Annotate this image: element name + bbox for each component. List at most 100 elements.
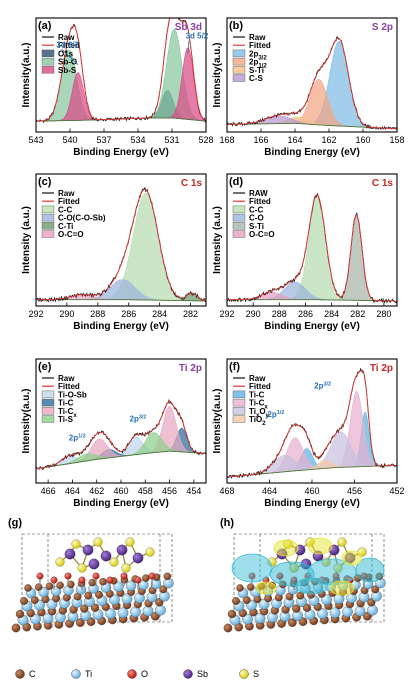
x-tick-label: 284	[324, 309, 339, 319]
sulfur-atom	[145, 547, 155, 557]
carbon-atom	[292, 604, 301, 613]
chart-panel-e: 466 464 462 460 458 456 454 Binding Energy (eV)…	[21, 358, 207, 509]
panel-label: (f)	[229, 361, 240, 373]
peak-annotation: 2p1/2	[69, 433, 86, 442]
x-tick-label: 543	[28, 135, 43, 145]
charge-density-isosurface	[231, 553, 273, 583]
carbon-atom	[24, 584, 32, 592]
x-tick-label: 160	[355, 135, 370, 145]
antimony-atom	[100, 550, 112, 562]
legend-entry: Ti-O-Sb	[58, 390, 87, 399]
legend-color-swatch	[232, 205, 246, 214]
annotation-part: 2p	[69, 433, 78, 442]
x-tick-label: 290	[246, 309, 261, 319]
core-level-label: S 2p	[372, 22, 393, 33]
carbon-atom	[45, 582, 54, 590]
x-tick-label: 460	[113, 486, 128, 496]
annotation-arrow	[61, 49, 79, 65]
carbon-atom	[287, 618, 297, 627]
legend-entry: Sb-S	[58, 66, 77, 75]
antimony-atom	[64, 548, 76, 560]
legend-entry: 2p3/2	[249, 49, 267, 61]
x-tick-label: 290	[59, 309, 74, 319]
carbon-atom	[75, 618, 85, 627]
plot-area	[36, 398, 206, 470]
legend-entry: TixOy	[249, 407, 270, 419]
oxygen-atom	[50, 576, 58, 584]
oxygen-atom	[148, 572, 156, 580]
legend-entry: C-Ti	[58, 222, 73, 231]
carbon-atom	[99, 577, 107, 586]
oxygen-atom	[78, 576, 86, 584]
legend-entry: O-C=O	[58, 230, 84, 239]
titanium-atom	[317, 608, 328, 620]
x-tick-label: 158	[389, 135, 404, 145]
element-swatch-sb	[183, 669, 193, 679]
legend-entry: C-C	[58, 205, 72, 214]
annotation-part: 3/2	[323, 382, 331, 388]
x-tick-label: 531	[164, 135, 179, 145]
legend-entry: S-Ti	[249, 222, 264, 231]
carbon-atom	[371, 585, 380, 594]
sulfur-atom	[109, 557, 119, 567]
charge-density-isosurface	[295, 577, 329, 595]
oxygen-atom	[64, 572, 72, 580]
carbon-atom	[11, 623, 21, 633]
carbon-atom	[236, 584, 244, 592]
oxygen-atom	[92, 572, 100, 580]
element-swatch-c	[15, 669, 25, 679]
annotation-part: 1/2	[78, 433, 86, 439]
sulfur-atom	[125, 537, 135, 547]
legend-entry-part: TiO	[249, 415, 262, 424]
y-axis-title: Intensity (a.u.)	[212, 206, 223, 274]
plot-area	[227, 192, 397, 304]
plot-area	[36, 18, 206, 124]
titanium-atom	[367, 604, 378, 616]
x-tick-label: 464	[262, 486, 277, 496]
legend-entry: Sb-O	[58, 58, 77, 67]
legend-entry-part: 2	[262, 421, 266, 427]
annotation-part: 2p	[314, 382, 323, 391]
annotation-part: 3/2	[139, 415, 147, 421]
x-axis-title: Binding Energy (eV)	[73, 321, 169, 332]
background-line	[36, 299, 206, 302]
carbon-atom	[142, 574, 150, 582]
legend-color-swatch	[41, 205, 55, 214]
fitted-line	[36, 188, 206, 302]
legend-entry: S-Ti	[249, 66, 264, 75]
legend-entry-part: 2p	[249, 49, 258, 58]
structure-panel-h: (h)	[220, 517, 386, 633]
titanium-atom	[121, 593, 133, 605]
legend-entry: C-C	[249, 205, 263, 214]
carbon-atom	[67, 580, 75, 589]
y-axis-title: Intensity(a.u.)	[212, 388, 223, 453]
x-tick-label: 280	[376, 309, 391, 319]
core-level-label: C 1s	[181, 178, 203, 189]
x-tick-label: 282	[183, 309, 198, 319]
x-axis-title: Binding Energy (eV)	[264, 147, 360, 158]
fitted-line	[227, 194, 397, 302]
legend-color-swatch	[41, 49, 55, 58]
carbon-atom	[84, 591, 93, 600]
x-tick-label: 462	[89, 486, 104, 496]
x-tick-label: 466	[41, 486, 56, 496]
carbon-atom	[232, 597, 240, 605]
x-tick-label: 528	[198, 135, 213, 145]
x-tick-label: 288	[272, 309, 287, 319]
legend-entry-part: 2p	[249, 58, 258, 67]
x-axis-title: Binding Energy (eV)	[264, 321, 360, 332]
oxygen-atom	[36, 572, 44, 580]
chart-panel-f: 468 464 460 456 452 Binding Energy (eV) Intens…	[212, 358, 405, 509]
x-tick-label: 534	[130, 135, 145, 145]
legend-entry-part: Ti	[249, 407, 256, 416]
element-symbol: Ti	[85, 669, 92, 679]
element-swatch-o	[127, 669, 137, 679]
plot-frame	[226, 17, 398, 133]
charge-density-isosurface	[355, 557, 385, 583]
peak-annotation: 2p3/2	[130, 415, 147, 424]
x-tick-label: 162	[321, 135, 336, 145]
carbon-atom	[20, 597, 28, 605]
y-axis-title: Intensity(a.u.)	[21, 388, 32, 453]
legend-color-swatch	[232, 222, 246, 230]
x-axis-title: Binding Energy (eV)	[73, 147, 169, 158]
